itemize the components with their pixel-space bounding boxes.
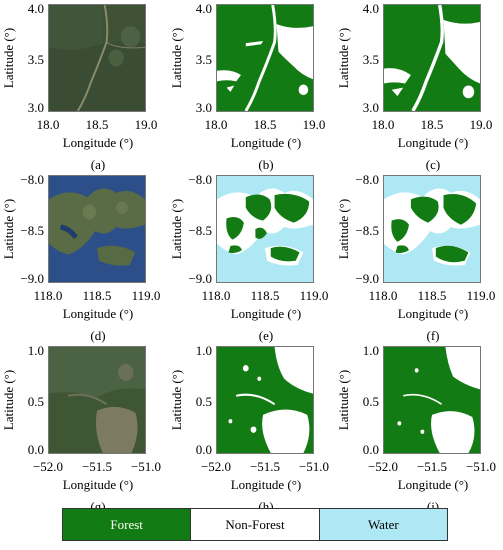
forest-map (216, 4, 314, 112)
y-tick: −9.0 (188, 271, 212, 286)
panel-g: Latitude (°) 1.0 0.5 0.0 −52.0 −51.5 −51… (0, 342, 168, 517)
x-tick: −51.5 (249, 459, 281, 474)
x-tick: −51.5 (81, 459, 113, 474)
panel-h: Latitude (°) 1.0 0.5 0.0 −52.0 −51.5 −51… (168, 342, 336, 517)
x-tick: −51.5 (416, 459, 448, 474)
y-tick: 0.0 (27, 442, 44, 457)
panel-caption: (c) (425, 157, 441, 172)
y-tick: −8.5 (188, 223, 212, 238)
forest-map (383, 4, 481, 112)
y-tick: −8.5 (20, 223, 44, 238)
x-axis-label: Longitude (°) (230, 477, 302, 492)
x-tick: 18.5 (420, 117, 444, 132)
forest-map (383, 175, 481, 283)
y-tick: 3.0 (362, 100, 379, 115)
y-tick: 0.5 (195, 394, 212, 409)
x-axis-label: Longitude (°) (230, 135, 302, 150)
y-tick: −8.0 (355, 172, 379, 187)
x-tick: −52.0 (200, 459, 232, 474)
y-tick: 1.0 (362, 343, 379, 358)
x-tick: 119.0 (466, 288, 496, 303)
panel-caption: (f) (426, 328, 440, 343)
x-tick: 118.0 (201, 288, 231, 303)
x-tick: 118.5 (250, 288, 280, 303)
x-tick: −51.0 (130, 459, 162, 474)
panel-caption: (e) (258, 328, 274, 343)
panel-caption: (d) (90, 328, 106, 343)
panel-c: Latitude (°) 4.0 3.5 3.0 18.0 18.5 19.0 … (335, 0, 503, 175)
y-tick: 0.0 (362, 442, 379, 457)
x-axis-label: Longitude (°) (397, 135, 469, 150)
panel-caption: (b) (258, 157, 274, 172)
y-tick: 0.5 (27, 394, 44, 409)
forest-map (216, 175, 314, 283)
x-tick: −52.0 (367, 459, 399, 474)
legend-item-non-forest: Non-Forest (191, 509, 320, 540)
y-tick: 1.0 (27, 343, 44, 358)
panel-a: Latitude (°) 4.0 3.5 3.0 18.0 18.5 19.0 … (0, 0, 168, 175)
legend-item-forest: Forest (63, 509, 192, 540)
satellite-image (48, 4, 146, 112)
x-tick: 118.0 (368, 288, 398, 303)
y-tick: −8.0 (20, 172, 44, 187)
x-tick: 18.0 (36, 117, 60, 132)
x-axis-label: Longitude (°) (62, 135, 134, 150)
x-tick: 119.0 (299, 288, 329, 303)
x-tick: 118.0 (33, 288, 63, 303)
y-tick: 3.0 (27, 100, 44, 115)
x-axis-label: Longitude (°) (62, 306, 134, 321)
legend: Forest Non-Forest Water (62, 508, 448, 541)
x-tick: 119.0 (131, 288, 161, 303)
x-tick: −51.0 (465, 459, 497, 474)
x-axis-label: Longitude (°) (62, 477, 134, 492)
x-tick: 18.5 (85, 117, 109, 132)
x-tick: 19.0 (134, 117, 158, 132)
y-tick: 3.0 (195, 100, 212, 115)
y-tick: 4.0 (362, 1, 379, 16)
y-tick: −8.0 (188, 172, 212, 187)
y-tick: 3.5 (27, 52, 44, 67)
x-tick: 19.0 (469, 117, 493, 132)
y-tick: 4.0 (27, 1, 44, 16)
x-axis-label: Longitude (°) (397, 306, 469, 321)
panel-i: Latitude (°) 1.0 0.5 0.0 −52.0 −51.5 −51… (335, 342, 503, 517)
x-tick: −52.0 (32, 459, 64, 474)
y-tick: 4.0 (195, 1, 212, 16)
panel-b: Latitude (°) 4.0 3.5 3.0 18.0 18.5 19.0 … (168, 0, 336, 175)
y-tick: 3.5 (362, 52, 379, 67)
legend-item-water: Water (319, 509, 447, 540)
y-tick: 0.0 (195, 442, 212, 457)
x-axis-label: Longitude (°) (230, 306, 302, 321)
y-tick: 3.5 (195, 52, 212, 67)
y-tick: −8.5 (355, 223, 379, 238)
forest-map (383, 346, 481, 454)
x-axis-label: Longitude (°) (397, 477, 469, 492)
x-tick: 18.0 (371, 117, 395, 132)
x-tick: 118.5 (82, 288, 112, 303)
panel-f: Latitude (°) −8.0 −8.5 −9.0 118.0 118.5 … (335, 171, 503, 346)
panel-d: Latitude (°) −8.0 −8.5 −9.0 118.0 118.5 … (0, 171, 168, 346)
y-tick: −9.0 (20, 271, 44, 286)
y-tick: 1.0 (195, 343, 212, 358)
y-tick: 0.5 (362, 394, 379, 409)
x-tick: 118.5 (417, 288, 447, 303)
x-tick: 19.0 (302, 117, 326, 132)
satellite-image (48, 346, 146, 454)
satellite-image (48, 175, 146, 283)
panel-e: Latitude (°) −8.0 −8.5 −9.0 118.0 118.5 … (168, 171, 336, 346)
x-tick: 18.5 (253, 117, 277, 132)
x-tick: −51.0 (298, 459, 330, 474)
x-tick: 18.0 (204, 117, 228, 132)
forest-map (216, 346, 314, 454)
y-tick: −9.0 (355, 271, 379, 286)
panel-caption: (a) (90, 157, 106, 172)
